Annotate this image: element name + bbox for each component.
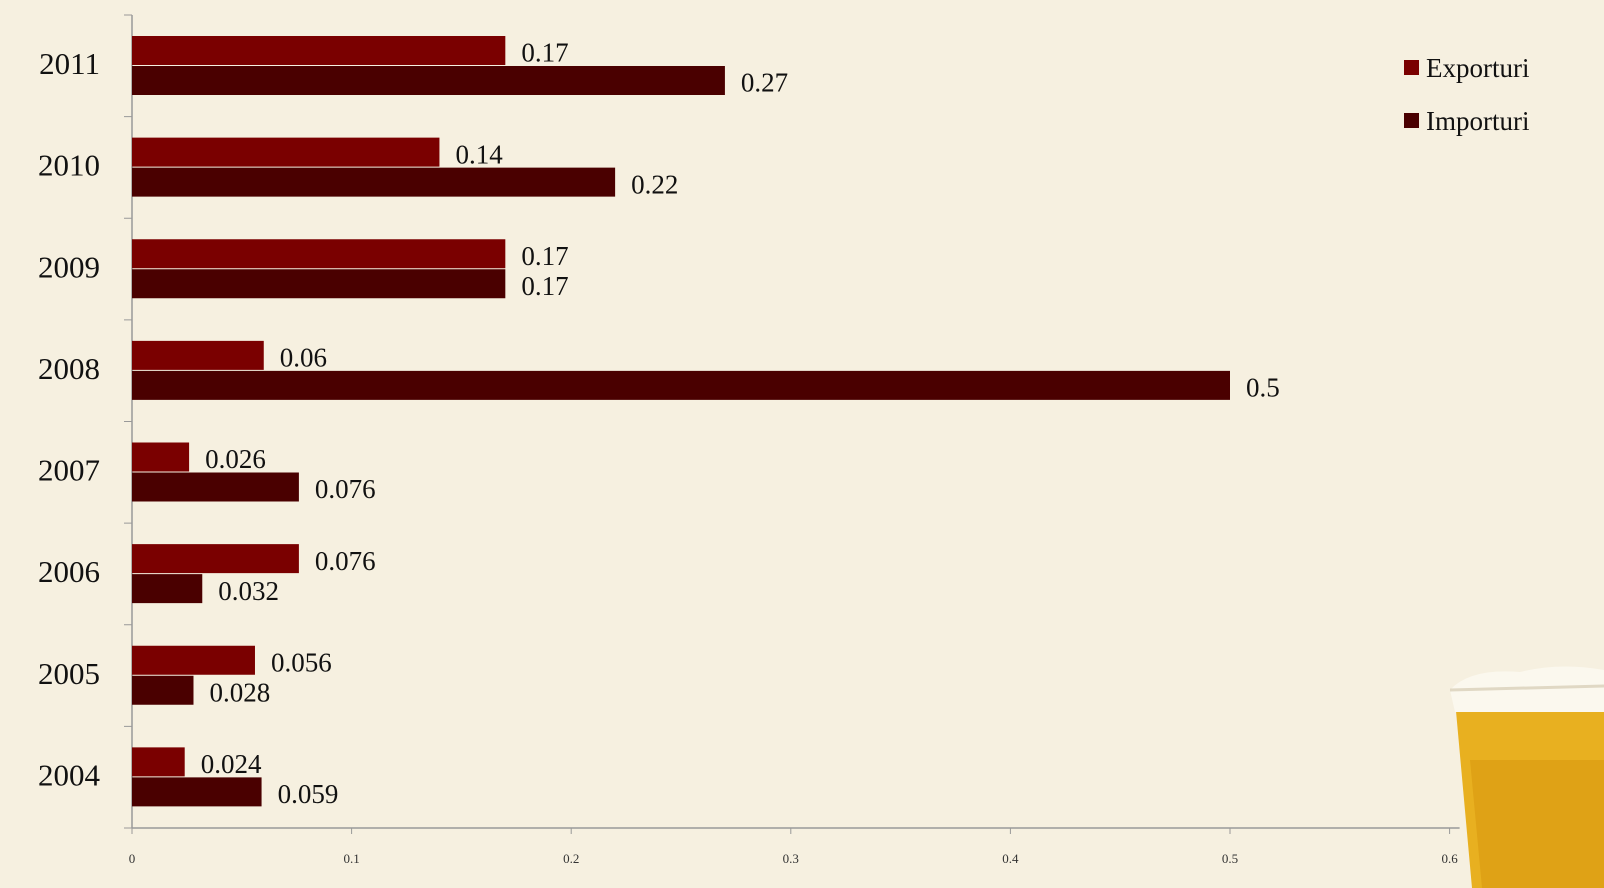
value-label: 0.059 [278, 779, 339, 809]
y-tick-label: 2007 [38, 453, 100, 488]
bar [132, 675, 194, 705]
value-label: 0.056 [271, 647, 332, 677]
value-label: 0.14 [455, 139, 503, 169]
y-tick-label: 2006 [38, 554, 100, 589]
x-tick-label: 0.4 [1002, 851, 1019, 866]
x-tick-label: 0 [129, 851, 136, 866]
x-tick-label: 0.5 [1222, 851, 1238, 866]
legend-label: Importuri [1426, 106, 1529, 136]
bar [132, 472, 299, 502]
bar [132, 544, 299, 574]
bar [132, 442, 190, 472]
value-label: 0.028 [209, 677, 270, 707]
value-label: 0.5 [1246, 373, 1280, 403]
value-label: 0.17 [521, 271, 568, 301]
bar [132, 340, 264, 370]
value-label: 0.032 [218, 576, 279, 606]
value-label: 0.27 [741, 68, 788, 98]
bar [132, 574, 203, 604]
value-label: 0.06 [280, 343, 327, 373]
value-label: 0.026 [205, 444, 266, 474]
value-label: 0.17 [521, 38, 568, 68]
y-tick-label: 2008 [38, 351, 100, 386]
bar [132, 137, 440, 167]
bar [132, 747, 185, 777]
beer-glass [1449, 666, 1604, 888]
legend-swatch [1404, 60, 1419, 75]
legend-label: Exporturi [1426, 53, 1529, 83]
value-label: 0.076 [315, 546, 376, 576]
value-label: 0.024 [201, 749, 262, 779]
x-tick-label: 0.3 [783, 851, 799, 866]
bar [132, 66, 725, 95]
x-tick-label: 0.2 [563, 851, 579, 866]
value-label: 0.076 [315, 474, 376, 504]
bar [132, 370, 1230, 400]
bar [132, 645, 255, 675]
value-label: 0.17 [521, 241, 568, 271]
y-tick-label: 2010 [38, 148, 100, 183]
y-tick-label: 2011 [39, 46, 100, 81]
y-tick-label: 2005 [38, 656, 100, 691]
legend-swatch [1404, 113, 1419, 128]
bar [132, 36, 506, 65]
value-label: 0.22 [631, 169, 678, 199]
y-tick-label: 2009 [38, 249, 100, 284]
plot-area: 0 0.1 0.2 0.3 0.4 0.5 0.6 2011 0.17 0.27 2010 0.14 0… [38, 14, 1460, 866]
bar [132, 239, 506, 269]
bar [132, 269, 506, 299]
x-tick-label: 0.1 [343, 851, 359, 866]
bar [132, 777, 262, 807]
y-tick-label: 2004 [38, 757, 101, 792]
x-tick-label: 0.6 [1441, 851, 1458, 866]
bar [132, 167, 616, 197]
